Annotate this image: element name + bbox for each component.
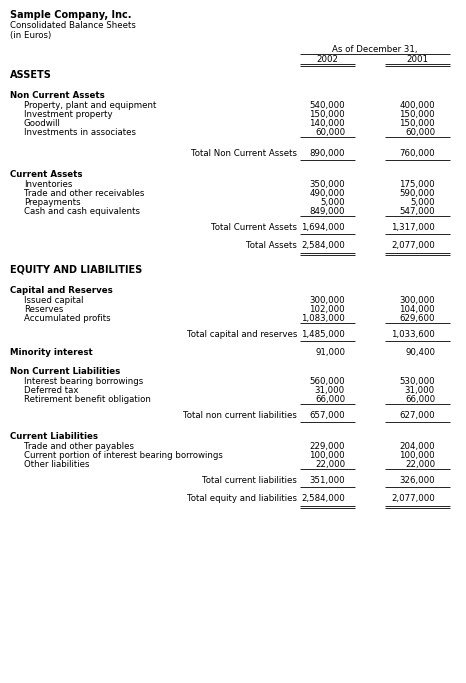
- Text: Cash and cash equivalents: Cash and cash equivalents: [24, 207, 140, 216]
- Text: 1,317,000: 1,317,000: [391, 223, 435, 232]
- Text: 530,000: 530,000: [399, 377, 435, 386]
- Text: 2,077,000: 2,077,000: [391, 241, 435, 250]
- Text: Property, plant and equipment: Property, plant and equipment: [24, 101, 157, 110]
- Text: 5,000: 5,000: [321, 198, 345, 207]
- Text: Deferred tax: Deferred tax: [24, 386, 78, 395]
- Text: 1,033,600: 1,033,600: [391, 330, 435, 339]
- Text: Reserves: Reserves: [24, 305, 63, 314]
- Text: 102,000: 102,000: [309, 305, 345, 314]
- Text: 540,000: 540,000: [309, 101, 345, 110]
- Text: 104,000: 104,000: [399, 305, 435, 314]
- Text: 60,000: 60,000: [315, 128, 345, 137]
- Text: EQUITY AND LIABILITIES: EQUITY AND LIABILITIES: [10, 265, 142, 275]
- Text: 66,000: 66,000: [315, 395, 345, 404]
- Text: Trade and other receivables: Trade and other receivables: [24, 189, 144, 198]
- Text: Total Assets: Total Assets: [246, 241, 297, 250]
- Text: Total current liabilities: Total current liabilities: [202, 476, 297, 485]
- Text: 627,000: 627,000: [399, 411, 435, 420]
- Text: 849,000: 849,000: [309, 207, 345, 216]
- Text: Accumulated profits: Accumulated profits: [24, 314, 110, 323]
- Text: 326,000: 326,000: [399, 476, 435, 485]
- Text: Inventories: Inventories: [24, 180, 72, 189]
- Text: 657,000: 657,000: [309, 411, 345, 420]
- Text: 2,584,000: 2,584,000: [301, 494, 345, 503]
- Text: 1,083,000: 1,083,000: [301, 314, 345, 323]
- Text: Interest bearing borrowings: Interest bearing borrowings: [24, 377, 143, 386]
- Text: Retirement benefit obligation: Retirement benefit obligation: [24, 395, 151, 404]
- Text: 2,077,000: 2,077,000: [391, 494, 435, 503]
- Text: 2,584,000: 2,584,000: [301, 241, 345, 250]
- Text: 590,000: 590,000: [399, 189, 435, 198]
- Text: 350,000: 350,000: [309, 180, 345, 189]
- Text: 890,000: 890,000: [309, 149, 345, 158]
- Text: ASSETS: ASSETS: [10, 70, 52, 80]
- Text: 560,000: 560,000: [309, 377, 345, 386]
- Text: 22,000: 22,000: [405, 460, 435, 469]
- Text: Total equity and liabilities: Total equity and liabilities: [187, 494, 297, 503]
- Text: 91,000: 91,000: [315, 348, 345, 357]
- Text: Non Current Assets: Non Current Assets: [10, 91, 105, 100]
- Text: 100,000: 100,000: [309, 451, 345, 460]
- Text: 1,694,000: 1,694,000: [302, 223, 345, 232]
- Text: 100,000: 100,000: [399, 451, 435, 460]
- Text: Total capital and reserves: Total capital and reserves: [186, 330, 297, 339]
- Text: 400,000: 400,000: [399, 101, 435, 110]
- Text: Non Current Liabilities: Non Current Liabilities: [10, 367, 120, 376]
- Text: Sample Company, Inc.: Sample Company, Inc.: [10, 10, 131, 20]
- Text: 150,000: 150,000: [309, 110, 345, 119]
- Text: 351,000: 351,000: [309, 476, 345, 485]
- Text: Investment property: Investment property: [24, 110, 113, 119]
- Text: 2002: 2002: [316, 55, 338, 64]
- Text: Total non current liabilities: Total non current liabilities: [183, 411, 297, 420]
- Text: 229,000: 229,000: [309, 442, 345, 451]
- Text: Current Liabilities: Current Liabilities: [10, 432, 98, 441]
- Text: 140,000: 140,000: [309, 119, 345, 128]
- Text: 22,000: 22,000: [315, 460, 345, 469]
- Text: 5,000: 5,000: [411, 198, 435, 207]
- Text: 1,485,000: 1,485,000: [301, 330, 345, 339]
- Text: Total Current Assets: Total Current Assets: [211, 223, 297, 232]
- Text: 150,000: 150,000: [399, 119, 435, 128]
- Text: Investments in associates: Investments in associates: [24, 128, 136, 137]
- Text: 31,000: 31,000: [405, 386, 435, 395]
- Text: 300,000: 300,000: [309, 296, 345, 305]
- Text: 629,600: 629,600: [399, 314, 435, 323]
- Text: Goodwill: Goodwill: [24, 119, 61, 128]
- Text: Prepayments: Prepayments: [24, 198, 81, 207]
- Text: (in Euros): (in Euros): [10, 31, 51, 40]
- Text: Consolidated Balance Sheets: Consolidated Balance Sheets: [10, 21, 136, 30]
- Text: 175,000: 175,000: [399, 180, 435, 189]
- Text: 300,000: 300,000: [399, 296, 435, 305]
- Text: Minority interest: Minority interest: [10, 348, 93, 357]
- Text: Capital and Reserves: Capital and Reserves: [10, 286, 113, 295]
- Text: Current Assets: Current Assets: [10, 170, 82, 179]
- Text: As of December 31,: As of December 31,: [332, 45, 418, 54]
- Text: 490,000: 490,000: [309, 189, 345, 198]
- Text: 547,000: 547,000: [399, 207, 435, 216]
- Text: 60,000: 60,000: [405, 128, 435, 137]
- Text: 204,000: 204,000: [399, 442, 435, 451]
- Text: 150,000: 150,000: [399, 110, 435, 119]
- Text: Issued capital: Issued capital: [24, 296, 83, 305]
- Text: 31,000: 31,000: [315, 386, 345, 395]
- Text: Other liabilities: Other liabilities: [24, 460, 89, 469]
- Text: 2001: 2001: [406, 55, 429, 64]
- Text: Total Non Current Assets: Total Non Current Assets: [191, 149, 297, 158]
- Text: Current portion of interest bearing borrowings: Current portion of interest bearing borr…: [24, 451, 223, 460]
- Text: 66,000: 66,000: [405, 395, 435, 404]
- Text: Trade and other payables: Trade and other payables: [24, 442, 134, 451]
- Text: 90,400: 90,400: [405, 348, 435, 357]
- Text: 760,000: 760,000: [399, 149, 435, 158]
